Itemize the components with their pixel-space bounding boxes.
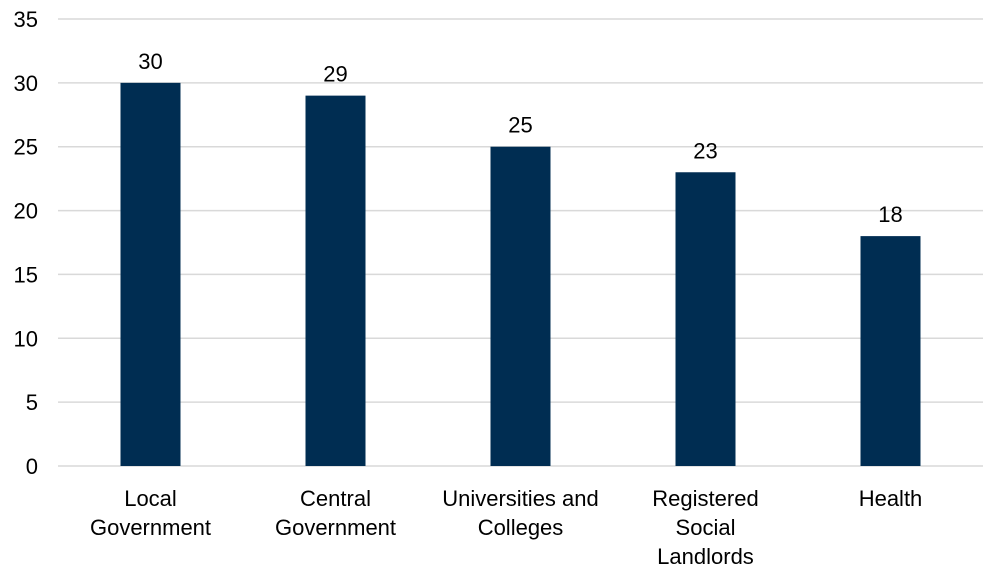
data-label-3: 23: [693, 138, 717, 163]
y-tick-label: 5: [26, 390, 38, 415]
x-category-label-3: Registered Social Landlords: [652, 486, 758, 569]
data-labels: 30 29 25 23 18: [138, 49, 902, 227]
x-axis: Local Government Central Government Universi…: [90, 486, 922, 569]
bar-0: [120, 82, 181, 466]
y-tick-label: 20: [14, 199, 38, 224]
data-label-0: 30: [138, 49, 162, 74]
y-axis: 0 5 10 15 20 25 30 35: [14, 7, 38, 479]
x-category-label-1: Central Government: [275, 486, 396, 540]
x-category-label-4: Health: [859, 486, 923, 511]
data-label-2: 25: [508, 113, 532, 138]
y-tick-label: 30: [14, 71, 38, 96]
y-tick-label: 0: [26, 454, 38, 479]
bar-1: [305, 95, 366, 466]
bar-4: [860, 236, 921, 466]
x-category-label-0: Local Government: [90, 486, 211, 540]
y-tick-label: 10: [14, 326, 38, 351]
data-label-1: 29: [323, 62, 347, 87]
y-tick-label: 35: [14, 7, 38, 32]
bar-3: [675, 172, 736, 466]
y-tick-label: 25: [14, 135, 38, 160]
data-label-4: 18: [878, 202, 902, 227]
bars: [120, 82, 921, 466]
y-tick-label: 15: [14, 262, 38, 287]
x-category-label-2: Universities and Colleges: [442, 486, 599, 540]
bar-2: [490, 146, 551, 466]
